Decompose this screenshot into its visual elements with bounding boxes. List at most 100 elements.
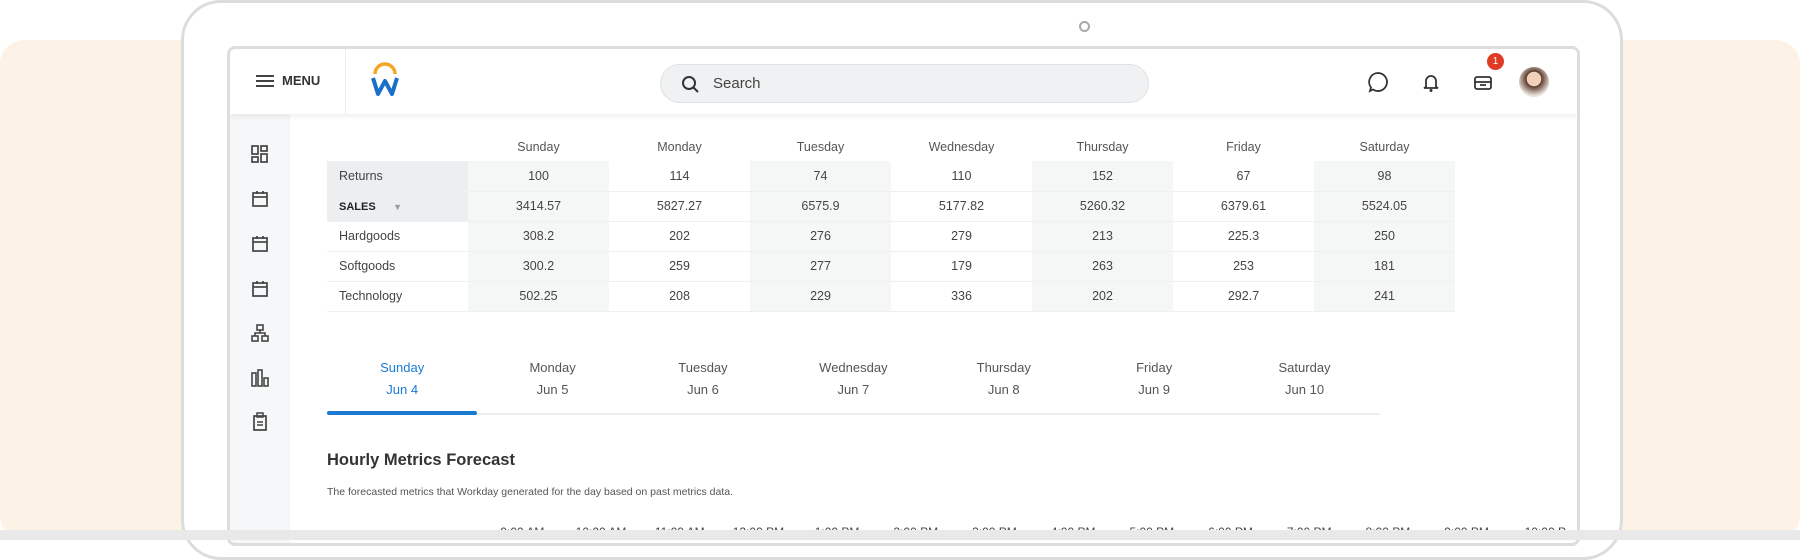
column-header: Thursday xyxy=(1076,140,1129,154)
row-label: Hardgoods xyxy=(327,221,468,252)
table-cell: 208 xyxy=(609,281,750,312)
table-cell: 225.3 xyxy=(1173,221,1314,252)
calendar-icon[interactable] xyxy=(250,189,270,209)
tab-date: Jun 9 xyxy=(1138,382,1171,397)
row-label[interactable]: SALES ▼ xyxy=(327,191,468,222)
table-row: Softgoods 300.2 259 277 179 263 253 181 xyxy=(327,251,1455,282)
chat-icon[interactable] xyxy=(1367,71,1389,93)
notification-badge: 1 xyxy=(1487,53,1504,70)
calendar-icon[interactable] xyxy=(250,234,270,254)
table-cell: 241 xyxy=(1314,281,1455,312)
app-window: MENU Search 1 Sunday Monday Tuesday Wedn… xyxy=(227,46,1580,546)
row-label-text: SALES xyxy=(339,201,376,213)
column-header: Sunday xyxy=(517,140,560,154)
table-cell: 279 xyxy=(891,221,1032,252)
table-cell: 308.2 xyxy=(468,221,609,252)
search-input[interactable]: Search xyxy=(660,64,1149,103)
tab-wednesday[interactable]: Wednesday Jun 7 xyxy=(778,357,928,413)
top-bar: MENU Search 1 xyxy=(230,49,1577,114)
column-header: Wednesday xyxy=(928,140,995,154)
tab-day: Saturday xyxy=(1278,360,1331,375)
column-header: Tuesday xyxy=(796,140,845,154)
table-cell: 202 xyxy=(1032,281,1173,312)
laptop-base xyxy=(0,530,1800,540)
camera xyxy=(1079,21,1090,32)
column-header: Saturday xyxy=(1359,140,1410,154)
clipboard-icon[interactable] xyxy=(250,412,270,432)
tab-date: Jun 8 xyxy=(987,382,1020,397)
table-cell: 5524.05 xyxy=(1314,191,1455,222)
bar-chart-icon[interactable] xyxy=(250,368,270,388)
table-cell: 5177.82 xyxy=(891,191,1032,222)
table-cell: 74 xyxy=(750,161,891,192)
table-cell: 152 xyxy=(1032,161,1173,192)
table-row: Returns 100 114 74 110 152 67 98 xyxy=(327,161,1455,192)
row-label-text: Returns xyxy=(339,168,383,183)
tab-day: Thursday xyxy=(976,360,1031,375)
menu-button[interactable]: MENU xyxy=(256,73,320,88)
tab-date: Jun 4 xyxy=(386,382,419,397)
column-header: Monday xyxy=(657,140,702,154)
table-cell: 259 xyxy=(609,251,750,282)
tab-date: Jun 5 xyxy=(536,382,569,397)
tab-day: Monday xyxy=(529,360,576,375)
table-cell: 502.25 xyxy=(468,281,609,312)
tab-date: Jun 6 xyxy=(687,382,719,397)
table-row: Technology 502.25 208 229 336 202 292.7 241 xyxy=(327,281,1455,312)
table-cell: 110 xyxy=(891,161,1032,192)
workday-logo[interactable] xyxy=(370,61,400,97)
user-avatar[interactable] xyxy=(1519,67,1549,97)
tab-sunday[interactable]: Sunday Jun 4 xyxy=(327,357,478,415)
table-cell: 277 xyxy=(750,251,891,282)
hamburger-icon xyxy=(256,74,274,87)
dropdown-arrow-icon[interactable]: ▼ xyxy=(393,202,403,212)
table-cell: 300.2 xyxy=(468,251,609,282)
tab-day: Wednesday xyxy=(819,360,888,375)
row-label: Returns xyxy=(327,161,468,192)
org-chart-icon[interactable] xyxy=(250,323,270,343)
table-cell: 5260.32 xyxy=(1032,191,1173,222)
table-cell: 276 xyxy=(750,221,891,252)
row-label-text: Technology xyxy=(339,289,403,303)
table-header-row: Sunday Monday Tuesday Wednesday Thursday… xyxy=(327,133,1455,161)
row-label-text: Softgoods xyxy=(339,259,396,273)
table-cell: 202 xyxy=(609,221,750,252)
row-label: Softgoods xyxy=(327,251,468,282)
tab-monday[interactable]: Monday Jun 5 xyxy=(477,357,627,413)
column-header: Friday xyxy=(1226,140,1261,154)
section-title: Hourly Metrics Forecast xyxy=(327,451,515,469)
table-cell: 253 xyxy=(1173,251,1314,282)
table-cell: 292.7 xyxy=(1173,281,1314,312)
row-label-text: Hardgoods xyxy=(339,229,401,243)
table-cell: 100 xyxy=(468,161,609,192)
table-cell: 229 xyxy=(750,281,891,312)
tab-date: Jun 7 xyxy=(837,382,870,397)
menu-label: MENU xyxy=(282,73,321,88)
bell-icon[interactable] xyxy=(1420,71,1442,93)
calendar-icon[interactable] xyxy=(250,279,270,299)
tab-friday[interactable]: Friday Jun 9 xyxy=(1079,357,1229,413)
table-cell: 3414.57 xyxy=(468,191,609,222)
inbox-icon[interactable] xyxy=(1472,71,1494,93)
tab-saturday[interactable]: Saturday Jun 10 xyxy=(1229,357,1379,413)
tab-date: Jun 10 xyxy=(1285,382,1325,397)
tab-thursday[interactable]: Thursday Jun 8 xyxy=(929,357,1079,413)
table-cell: 336 xyxy=(891,281,1032,312)
table-cell: 250 xyxy=(1314,221,1455,252)
table-cell: 213 xyxy=(1032,221,1173,252)
tab-tuesday[interactable]: Tuesday Jun 6 xyxy=(628,357,778,413)
table-cell: 181 xyxy=(1314,251,1455,282)
dashboard-icon[interactable] xyxy=(250,144,270,164)
table-cell: 179 xyxy=(891,251,1032,282)
tab-day: Friday xyxy=(1136,360,1173,375)
tab-day: Tuesday xyxy=(678,360,728,375)
metrics-table: Sunday Monday Tuesday Wednesday Thursday… xyxy=(327,133,1455,312)
table-row: SALES ▼ 3414.57 5827.27 6575.9 5177.82 5260.3… xyxy=(327,191,1455,222)
table-cell: 98 xyxy=(1314,161,1455,192)
table-cell: 67 xyxy=(1173,161,1314,192)
day-tabs: Sunday Jun 4 Monday Jun 5 Tuesday Jun 6 Wednes… xyxy=(327,357,1380,415)
table-row: Hardgoods 308.2 202 276 279 213 225.3 250 xyxy=(327,221,1455,252)
section-description: The forecasted metrics that Workday gene… xyxy=(327,486,734,498)
table-cell: 5827.27 xyxy=(609,191,750,222)
table-cell: 6379.61 xyxy=(1173,191,1314,222)
